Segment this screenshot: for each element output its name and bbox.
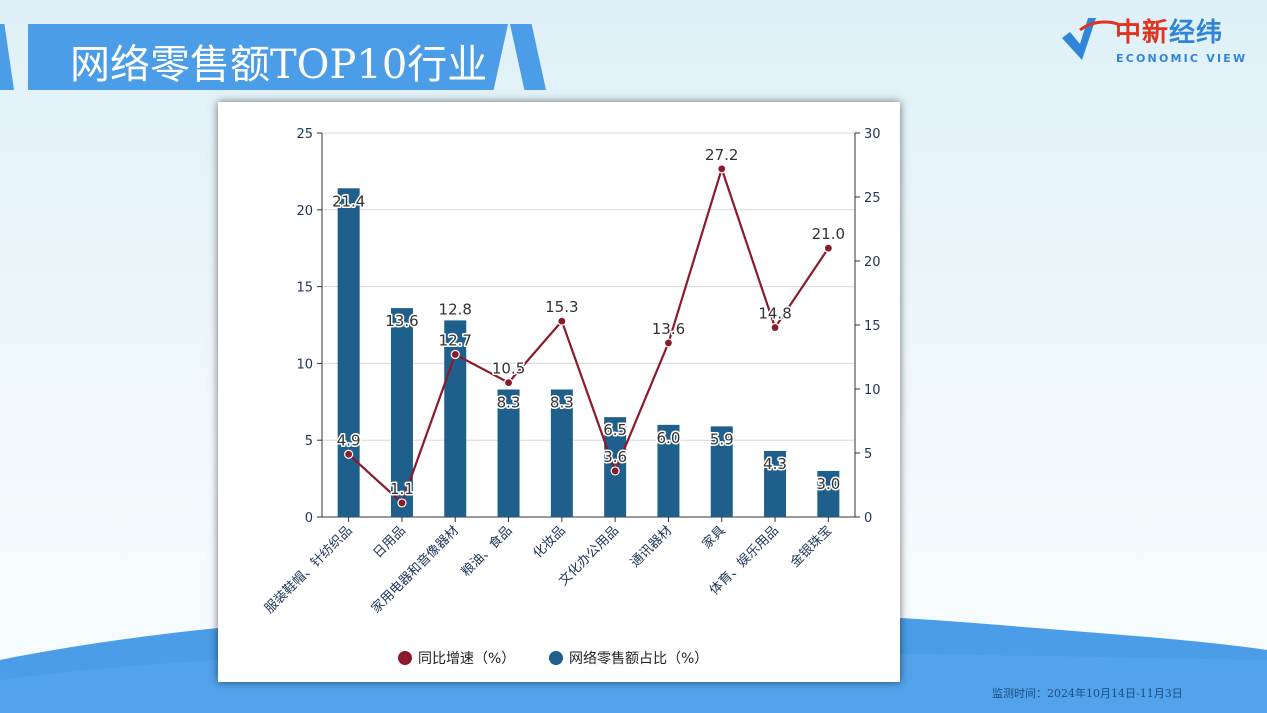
legend-share-label: 网络零售额占比（%） — [569, 651, 708, 667]
bar — [497, 389, 520, 517]
line-point — [610, 466, 620, 476]
line-point — [823, 243, 833, 253]
x-tick-label: 粮油、食品 — [458, 523, 515, 580]
left-tick-label: 10 — [296, 357, 313, 372]
x-tick-label: 服装鞋帽、针纺织品 — [261, 523, 355, 617]
logo-mark-icon — [1062, 18, 1119, 60]
line-point — [344, 449, 354, 459]
bar — [710, 426, 733, 517]
line-label: 21.0 — [812, 225, 845, 243]
line-label: 27.2 — [705, 146, 738, 164]
left-tick-label: 5 — [305, 434, 313, 449]
logo-text-blue: 经纬 — [1169, 18, 1224, 48]
line-label: 1.1 — [390, 480, 414, 498]
line-point — [503, 378, 514, 388]
line-point — [663, 338, 674, 348]
page-title: 网络零售额TOP10行业 — [70, 42, 488, 88]
bar-label: 8.3 — [497, 394, 521, 412]
right-tick-label: 10 — [864, 383, 881, 398]
line-label: 12.7 — [439, 331, 472, 349]
x-tick-label: 日用品 — [371, 523, 409, 561]
left-tick-label: 15 — [296, 281, 313, 296]
line-point — [717, 164, 727, 174]
x-tick-label: 通讯器材 — [628, 523, 675, 570]
bar-label: 8.3 — [550, 394, 574, 412]
right-tick-label: 25 — [864, 191, 881, 206]
line-label: 10.5 — [492, 360, 525, 378]
x-tick-label: 家用电器和音像器材 — [368, 523, 462, 617]
logo-subtitle: ECONOMIC VIEW — [1116, 52, 1248, 65]
legend-share-marker — [549, 651, 563, 665]
bar — [764, 450, 787, 517]
line-point — [450, 349, 460, 360]
left-tick-label: 20 — [296, 204, 313, 219]
logo-text-red: 中新 — [1115, 18, 1170, 48]
line-label: 4.9 — [337, 431, 361, 449]
growth-line — [347, 165, 830, 505]
right-tick-label: 15 — [864, 319, 881, 334]
bar-label: 5.9 — [710, 430, 734, 448]
bar-label: 6.0 — [657, 429, 681, 447]
right-tick-label: 0 — [864, 511, 872, 526]
line-label: 3.6 — [603, 448, 627, 466]
bar — [657, 424, 680, 517]
x-tick-label: 家具 — [699, 523, 729, 553]
line-label: 15.3 — [545, 298, 578, 316]
line-label: 13.6 — [652, 320, 685, 338]
chart-panel: 0 5 10 15 20 25 0 5 10 15 20 25 30 服装鞋帽、针纺织品 日用品 家用电器和音… — [218, 102, 900, 682]
x-tick-label: 金银珠宝 — [787, 523, 835, 571]
line-point — [397, 498, 407, 508]
title-banner — [28, 24, 508, 90]
bar-label: 3.0 — [816, 475, 840, 493]
right-tick-label: 30 — [864, 127, 881, 142]
bar — [817, 470, 840, 517]
bar-label: 4.3 — [763, 455, 787, 473]
x-tick-label: 化妆品 — [530, 523, 568, 561]
line-point — [770, 322, 780, 333]
bar-label: 12.8 — [439, 300, 472, 318]
monitor-period: 监测时间：2024年10月14日-11月3日 — [992, 687, 1183, 700]
line-label: 14.8 — [758, 305, 791, 323]
bar-label: 6.5 — [603, 421, 627, 439]
left-tick-label: 25 — [296, 127, 313, 142]
bar — [337, 188, 360, 517]
legend-growth-marker — [398, 651, 412, 665]
bar-label: 13.6 — [385, 312, 418, 330]
bar — [550, 389, 573, 517]
left-tick-label: 0 — [305, 511, 313, 526]
line-point — [557, 316, 567, 326]
chart: 0 5 10 15 20 25 0 5 10 15 20 25 30 服装鞋帽、针纺织品 日用品家用电器和音… — [261, 127, 881, 667]
legend-growth-label: 同比增速（%） — [418, 651, 515, 667]
right-tick-label: 20 — [864, 255, 881, 270]
bar — [390, 308, 413, 517]
logo: 中新经纬 ECONOMIC VIEW — [1060, 8, 1250, 68]
right-tick-label: 5 — [864, 447, 872, 462]
bar-label: 21.4 — [332, 192, 365, 210]
